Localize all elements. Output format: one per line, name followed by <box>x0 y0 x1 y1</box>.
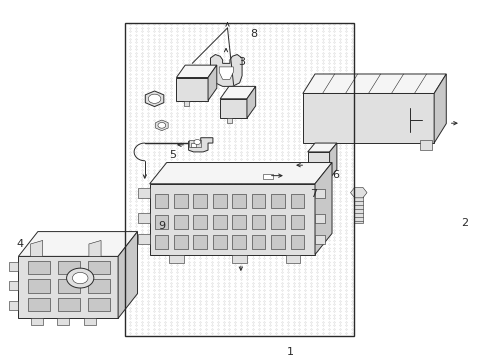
Polygon shape <box>212 235 226 249</box>
Polygon shape <box>263 174 272 179</box>
Polygon shape <box>314 235 324 244</box>
Polygon shape <box>191 143 196 147</box>
Polygon shape <box>302 74 446 94</box>
Polygon shape <box>30 240 42 256</box>
Polygon shape <box>219 67 233 79</box>
Polygon shape <box>145 91 163 107</box>
Polygon shape <box>154 235 168 249</box>
Text: 5: 5 <box>169 150 176 161</box>
Circle shape <box>148 94 161 103</box>
Polygon shape <box>251 194 265 208</box>
Polygon shape <box>212 194 226 208</box>
Polygon shape <box>271 194 285 208</box>
Polygon shape <box>210 54 242 86</box>
Polygon shape <box>232 255 246 264</box>
Circle shape <box>72 273 88 284</box>
Polygon shape <box>58 261 80 274</box>
Polygon shape <box>193 215 206 229</box>
Text: 1: 1 <box>286 347 294 357</box>
Text: 3: 3 <box>238 57 245 67</box>
Polygon shape <box>88 298 110 311</box>
Polygon shape <box>137 234 149 244</box>
Polygon shape <box>193 194 206 208</box>
Polygon shape <box>154 215 168 229</box>
Polygon shape <box>19 256 118 318</box>
Polygon shape <box>232 235 245 249</box>
Polygon shape <box>176 65 216 77</box>
Polygon shape <box>307 143 336 152</box>
Polygon shape <box>314 162 331 255</box>
Polygon shape <box>28 279 50 293</box>
Polygon shape <box>183 100 188 106</box>
Polygon shape <box>220 86 255 99</box>
Polygon shape <box>176 77 207 100</box>
Polygon shape <box>433 74 446 143</box>
Circle shape <box>158 122 165 128</box>
Polygon shape <box>149 184 314 255</box>
Polygon shape <box>314 189 324 198</box>
Polygon shape <box>307 152 329 179</box>
Polygon shape <box>155 120 168 131</box>
Polygon shape <box>212 215 226 229</box>
Polygon shape <box>232 215 245 229</box>
Circle shape <box>194 140 201 144</box>
Polygon shape <box>174 235 187 249</box>
Polygon shape <box>58 298 80 311</box>
Text: 4: 4 <box>16 239 23 249</box>
Polygon shape <box>137 188 149 198</box>
Polygon shape <box>9 262 19 271</box>
Polygon shape <box>28 261 50 274</box>
Polygon shape <box>58 279 80 293</box>
Polygon shape <box>271 215 285 229</box>
Polygon shape <box>9 281 19 290</box>
Polygon shape <box>188 140 201 147</box>
Polygon shape <box>290 215 304 229</box>
Circle shape <box>66 268 94 288</box>
Text: 9: 9 <box>158 221 165 231</box>
Polygon shape <box>232 194 245 208</box>
Polygon shape <box>290 194 304 208</box>
Polygon shape <box>57 318 69 325</box>
Text: 7: 7 <box>309 189 317 199</box>
Polygon shape <box>188 138 212 152</box>
Polygon shape <box>290 235 304 249</box>
Polygon shape <box>19 231 137 256</box>
Polygon shape <box>419 140 431 150</box>
Polygon shape <box>28 298 50 311</box>
Polygon shape <box>88 261 110 274</box>
Polygon shape <box>227 118 232 122</box>
Polygon shape <box>9 301 19 310</box>
Polygon shape <box>169 255 183 264</box>
Polygon shape <box>251 235 265 249</box>
Text: 6: 6 <box>332 170 339 180</box>
Polygon shape <box>246 86 255 118</box>
Polygon shape <box>193 235 206 249</box>
Polygon shape <box>354 193 363 223</box>
Polygon shape <box>329 143 336 179</box>
Polygon shape <box>89 240 101 256</box>
Polygon shape <box>174 194 187 208</box>
Polygon shape <box>220 99 246 118</box>
Polygon shape <box>350 188 366 198</box>
Polygon shape <box>251 215 265 229</box>
Polygon shape <box>118 231 137 318</box>
Polygon shape <box>259 170 278 182</box>
Polygon shape <box>271 235 285 249</box>
Polygon shape <box>88 279 110 293</box>
Polygon shape <box>137 213 149 223</box>
Polygon shape <box>302 94 433 143</box>
Text: 8: 8 <box>250 28 257 39</box>
Polygon shape <box>314 214 324 223</box>
Text: 2: 2 <box>460 218 467 228</box>
Polygon shape <box>84 318 96 325</box>
Polygon shape <box>154 194 168 208</box>
Polygon shape <box>149 162 331 184</box>
Polygon shape <box>207 65 216 100</box>
Polygon shape <box>174 215 187 229</box>
Polygon shape <box>30 318 42 325</box>
Polygon shape <box>285 255 300 264</box>
